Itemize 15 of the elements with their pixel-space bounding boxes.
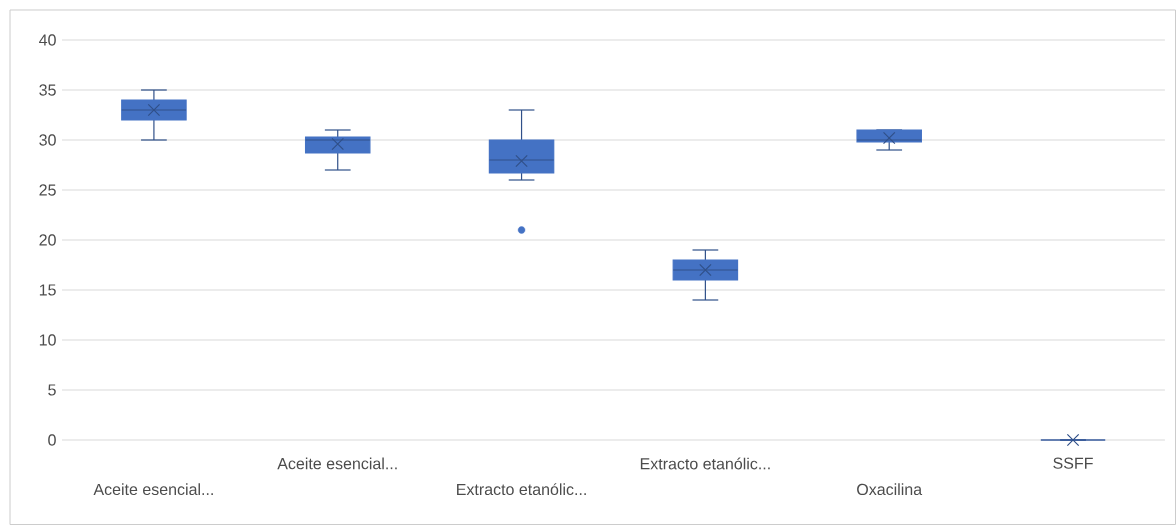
x-tick-label: SSFF	[1053, 457, 1093, 469]
y-tick-label: 20	[39, 234, 56, 246]
x-tick-label: Extracto etanólic...	[457, 483, 586, 496]
y-tick-label: 0	[48, 434, 56, 446]
y-tick-label: 25	[39, 184, 56, 196]
x-tick-label: Extracto etanólic...	[640, 457, 770, 470]
x-tick-label: Oxacilina	[857, 483, 923, 496]
y-tick-label: 5	[48, 384, 56, 396]
y-tick-label: 35	[39, 84, 56, 96]
x-tick-label: Aceite esencial...	[277, 457, 397, 470]
y-tick-label: 15	[39, 284, 56, 296]
y-tick-label: 40	[39, 34, 56, 46]
x-tick-label: Aceite esencial...	[93, 483, 213, 496]
y-tick-label: 10	[39, 334, 56, 346]
y-tick-label: 30	[39, 134, 56, 146]
